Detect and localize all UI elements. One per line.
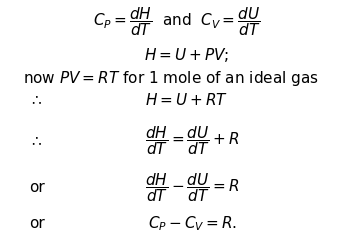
Text: $\dfrac{dH}{dT} - \dfrac{dU}{dT} = R$: $\dfrac{dH}{dT} - \dfrac{dU}{dT} = R$ — [145, 172, 240, 204]
Text: or: or — [29, 216, 45, 231]
Text: or: or — [29, 180, 45, 195]
Text: now $PV = RT$ for 1 mole of an ideal gas: now $PV = RT$ for 1 mole of an ideal gas — [23, 69, 319, 88]
Text: $\dfrac{dH}{dT} = \dfrac{dU}{dT} + R$: $\dfrac{dH}{dT} = \dfrac{dU}{dT} + R$ — [145, 124, 240, 157]
Text: $\therefore$: $\therefore$ — [29, 92, 43, 107]
Text: $H = U + PV;$: $H = U + PV;$ — [144, 46, 229, 64]
Text: $\therefore$: $\therefore$ — [29, 133, 43, 148]
Text: $H = U + RT$: $H = U + RT$ — [145, 92, 228, 108]
Text: $C_P= \dfrac{dH}{dT}$  and  $C_V = \dfrac{dU}{dT}$: $C_P= \dfrac{dH}{dT}$ and $C_V = \dfrac{… — [93, 5, 261, 38]
Text: $C_P - C_V = R.$: $C_P - C_V = R.$ — [148, 214, 237, 233]
